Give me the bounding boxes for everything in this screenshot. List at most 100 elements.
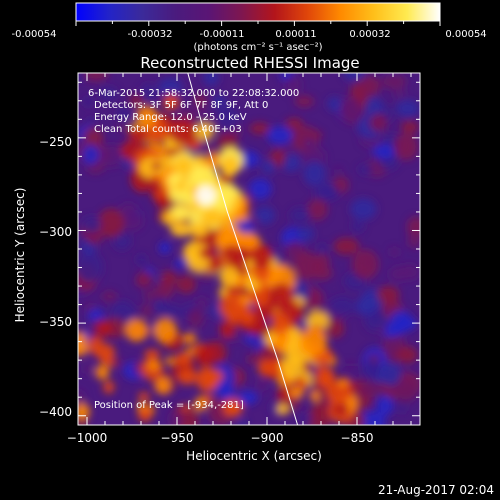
- heatmap-blob: [317, 243, 327, 254]
- heatmap-blob: [195, 296, 209, 311]
- heatmap-blob: [355, 298, 376, 316]
- heatmap-blob: [195, 185, 216, 206]
- heatmap-blob: [171, 206, 191, 219]
- heatmap-blob: [388, 266, 410, 282]
- heatmap-blob: [219, 291, 246, 321]
- heatmap-blob: [333, 237, 360, 255]
- colorbar-ticks: [75, 21, 441, 26]
- heatmap-blob: [394, 379, 418, 403]
- heatmap-blob: [121, 211, 144, 231]
- heatmap-blob: [85, 117, 96, 124]
- heatmap-blob: [300, 413, 313, 423]
- heatmap-blob: [289, 207, 311, 224]
- heatmap-blob: [96, 321, 112, 336]
- heatmap-blob: [271, 311, 285, 325]
- heatmap-blob: [220, 156, 239, 177]
- heatmap-blob: [381, 73, 407, 90]
- heatmap-blob: [181, 404, 191, 411]
- heatmap-blob: [407, 233, 420, 249]
- colorbar-tick-label: 0.00054: [445, 29, 486, 40]
- heatmap-plot: [78, 73, 420, 425]
- heatmap-blob: [142, 288, 163, 301]
- heatmap-blob: [358, 164, 373, 175]
- observation-annotations: 6-Mar-2015 21:58:32.000 to 22:08:32.000 …: [88, 88, 299, 411]
- heatmap-blob: [101, 290, 118, 302]
- heatmap-blob: [327, 96, 342, 112]
- heatmap-blob: [119, 202, 137, 215]
- heatmap-blob: [147, 125, 171, 142]
- heatmap-blob: [389, 247, 400, 258]
- heatmap-blob: [369, 113, 388, 132]
- heatmap-blob: [299, 326, 328, 357]
- heatmap-blob: [351, 249, 379, 280]
- heatmap-blob: [237, 419, 248, 425]
- heatmap-blob: [313, 184, 340, 201]
- heatmap-blob: [101, 143, 123, 168]
- heatmap-blob: [83, 127, 103, 149]
- heatmap-blob: [158, 77, 183, 98]
- heatmap-blob: [276, 403, 289, 416]
- heatmap-blob: [78, 331, 87, 348]
- heatmap-blob: [261, 159, 276, 174]
- heatmap-blob: [376, 395, 394, 416]
- heatmap-blob: [300, 146, 326, 168]
- heatmap-blob: [305, 139, 314, 148]
- heatmap-blob: [164, 356, 175, 365]
- heatmap-blob: [158, 241, 171, 254]
- annotation-energy-range: Energy Range: 12.0 - 25.0 keV: [94, 112, 247, 123]
- heatmap-blob: [397, 405, 408, 413]
- heatmap-blob: [400, 120, 420, 134]
- heatmap-blob: [95, 364, 110, 380]
- heatmap-blob: [309, 390, 321, 402]
- heatmap-blob: [150, 296, 167, 314]
- heatmap-blob: [195, 154, 207, 168]
- heatmap-blob: [266, 126, 293, 145]
- heatmap-blob: [315, 367, 336, 388]
- heatmap-blob: [307, 406, 332, 425]
- heatmap-blob: [168, 118, 197, 146]
- heatmap-blob: [116, 123, 126, 132]
- heatmap-blob: [78, 251, 103, 283]
- heatmap-blob: [295, 376, 308, 390]
- x-axis-label: Heliocentric X (arcsec): [186, 449, 322, 463]
- heatmap-blob: [259, 285, 271, 294]
- heatmap-blob: [219, 320, 236, 339]
- x-tick-label: −1000: [67, 431, 108, 445]
- heatmap-blob: [106, 361, 115, 368]
- heatmap-blob: [215, 353, 225, 360]
- heatmap-blob: [249, 122, 270, 135]
- heatmap-blob: [173, 156, 194, 176]
- heatmap-blob: [396, 346, 418, 364]
- heatmap-blob: [345, 361, 355, 368]
- heatmap-blob: [169, 411, 182, 425]
- heatmap-blob: [194, 396, 207, 412]
- y-tick-label: −250: [39, 135, 72, 149]
- heatmap-blob: [296, 226, 315, 241]
- y-tick-label: −400: [39, 405, 72, 419]
- heatmap-blob: [237, 390, 259, 405]
- heatmap-blob: [307, 198, 328, 221]
- heatmap-blob: [243, 334, 259, 345]
- heatmap-blob: [127, 125, 151, 142]
- heatmap-blob: [195, 346, 215, 367]
- heatmap-blob: [288, 387, 305, 398]
- heatmap-blob: [378, 362, 402, 386]
- heatmap-blob: [125, 318, 148, 342]
- heatmap-blob: [293, 251, 319, 281]
- heatmap-blob: [211, 95, 226, 107]
- heatmap-blob: [364, 96, 383, 119]
- heatmap-blob: [150, 162, 163, 170]
- annotation-time-range: 6-Mar-2015 21:58:32.000 to 22:08:32.000: [88, 88, 299, 99]
- colorbar-tick-label: -0.00032: [128, 29, 173, 40]
- heatmap-blob: [129, 94, 144, 107]
- heatmap-blob: [294, 95, 314, 108]
- heatmap-blob: [187, 308, 204, 329]
- footer-timestamp: 21-Aug-2017 02:04: [378, 483, 494, 497]
- heatmap-blob: [351, 219, 365, 232]
- heatmap-blob: [246, 354, 259, 365]
- heatmap-blob: [196, 366, 218, 392]
- heatmap-blob: [359, 380, 383, 398]
- heatmap-blob: [147, 360, 161, 371]
- heatmap-blob: [303, 161, 326, 186]
- x-tick-label: −850: [341, 431, 374, 445]
